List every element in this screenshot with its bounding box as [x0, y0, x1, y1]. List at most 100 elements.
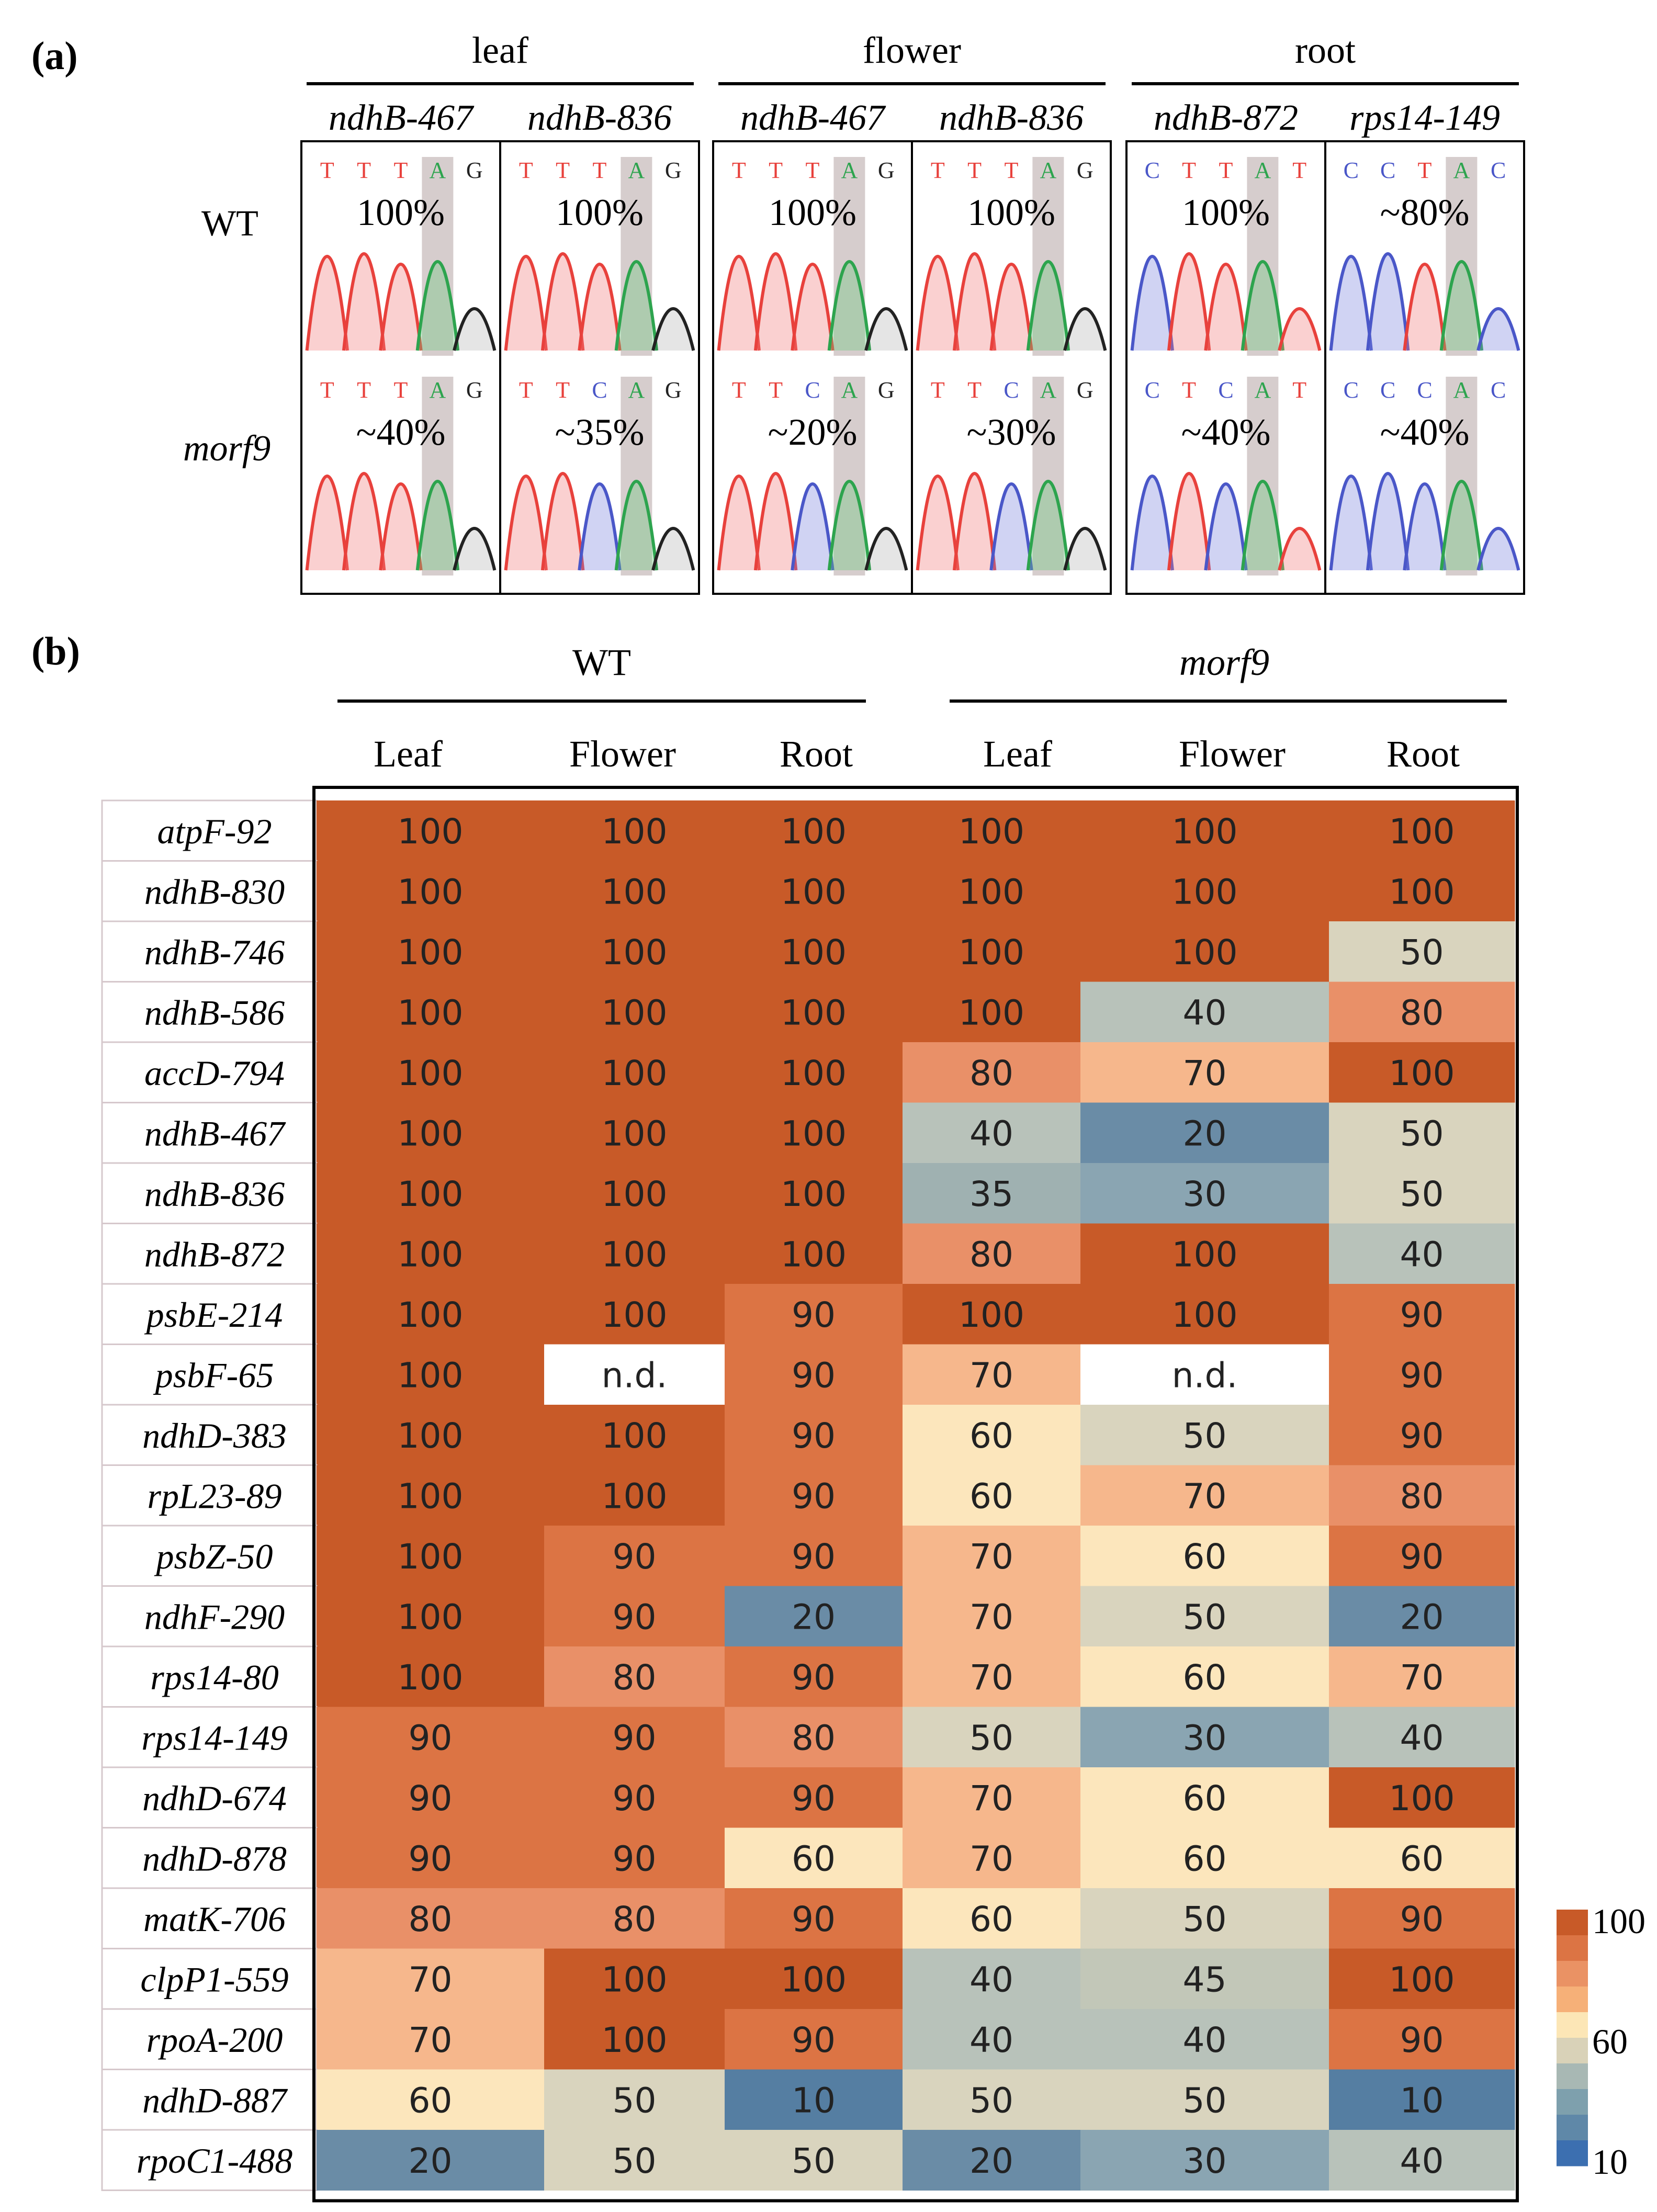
- base-letter: C: [1491, 377, 1506, 403]
- row-label: psbF-65: [153, 1355, 274, 1395]
- base-letter: C: [1145, 157, 1160, 183]
- row-label-box: [101, 860, 318, 922]
- cell-value: 60: [970, 1476, 1013, 1516]
- heatmap-cell: [903, 981, 1081, 1043]
- cell-value: 70: [970, 1778, 1013, 1819]
- heatmap-cell: [1329, 1223, 1515, 1284]
- cell-value: 50: [1400, 1174, 1444, 1214]
- cell-value: 40: [1400, 1234, 1444, 1274]
- cell-value: 100: [398, 811, 464, 852]
- heatmap-cell: [1080, 1223, 1329, 1284]
- chromatogram-peak: [1204, 482, 1248, 571]
- heatmap-cell: [317, 1042, 545, 1103]
- morf9-trace: T T T A G~40%: [305, 377, 497, 575]
- heatmap-cell: [725, 2130, 903, 2191]
- base-letter: A: [1040, 157, 1056, 183]
- cell-value: 90: [613, 1718, 657, 1758]
- edit-site-highlight: [1032, 377, 1064, 575]
- cell-value: 80: [613, 1899, 657, 1939]
- heatmap-cell: [903, 861, 1081, 922]
- tissue-label: flower: [863, 29, 961, 71]
- cell-value: 90: [1400, 2020, 1444, 2060]
- base-letter: A: [1040, 377, 1056, 403]
- cell-value: 50: [613, 2141, 657, 2181]
- legend-swatch: [1557, 2038, 1588, 2064]
- heatmap-cell: [1329, 1707, 1515, 1768]
- heatmap-cell: [317, 921, 545, 982]
- chromatogram-peak: [916, 255, 960, 351]
- row-label-box: [101, 2069, 318, 2131]
- base-letter: G: [1077, 377, 1094, 403]
- row-label-box: [101, 1464, 318, 1527]
- edit-site-highlight: [621, 157, 652, 356]
- heatmap-cell: [725, 1284, 903, 1345]
- cell-value: 50: [1183, 1416, 1227, 1456]
- legend-swatch: [1557, 2140, 1588, 2166]
- heatmap-cell: [317, 2069, 545, 2130]
- base-letter: T: [806, 157, 820, 183]
- cell-value: 10: [792, 2080, 836, 2120]
- cell-value: 30: [1183, 2141, 1227, 2181]
- cell-value: 50: [1183, 1899, 1227, 1939]
- row-label-box: [101, 1041, 318, 1103]
- heatmap-cell: [544, 1405, 725, 1465]
- chromatogram-peak: [1167, 472, 1211, 571]
- base-letter: C: [1491, 157, 1506, 183]
- chromatogram-peak: [753, 472, 798, 571]
- heatmap-cell: [903, 1526, 1081, 1586]
- edit-site-highlight: [1247, 157, 1279, 356]
- edit-percentage: ~20%: [768, 411, 858, 453]
- cell-value: 100: [1172, 872, 1238, 912]
- heatmap-cell: [1080, 1042, 1329, 1103]
- row-label-box: [101, 1344, 318, 1406]
- base-letter: C: [1344, 377, 1359, 403]
- chromatogram-peak: [1366, 252, 1410, 351]
- cell-value: 100: [602, 1476, 668, 1516]
- cell-value: 80: [970, 1053, 1013, 1093]
- chromatogram-peak: [578, 263, 622, 351]
- site-label: ndhB-836: [527, 98, 672, 138]
- base-letter: T: [931, 377, 945, 403]
- legend-swatch: [1557, 2089, 1588, 2115]
- base-letter: T: [1219, 157, 1233, 183]
- column-label: Flower: [1179, 733, 1286, 775]
- tissue-label: root: [1295, 29, 1356, 71]
- chromatogram-peak: [916, 475, 960, 571]
- heatmap-cell: [317, 2009, 545, 2070]
- cell-value: 100: [398, 1295, 464, 1335]
- row-label-wt: WT: [201, 204, 258, 244]
- heatmap-cell: [725, 1344, 903, 1405]
- cell-value: 100: [1389, 811, 1455, 852]
- chromatogram-peak: [614, 480, 659, 571]
- cell-value: 90: [613, 1838, 657, 1879]
- chromatogram-peak: [415, 260, 460, 351]
- row-label-box: [101, 1223, 318, 1285]
- heatmap-cell: [725, 1526, 903, 1586]
- edit-percentage: 100%: [357, 191, 445, 233]
- cell-value: 100: [398, 1053, 464, 1093]
- base-letter: T: [519, 157, 533, 183]
- heatmap-cell: [1080, 1827, 1329, 1889]
- heatmap-cell: [1329, 1948, 1515, 2010]
- cell-value: 100: [1172, 1295, 1238, 1335]
- cell-value: 40: [970, 1959, 1013, 2000]
- heatmap-cell: [544, 1948, 725, 2010]
- base-letter: T: [967, 377, 982, 403]
- heatmap-cell: [903, 1223, 1081, 1284]
- heatmap-cell: [1080, 1707, 1329, 1768]
- cell-value: 60: [1183, 1778, 1227, 1819]
- heatmap-cell: [1329, 1284, 1515, 1345]
- cell-value: 70: [409, 1959, 453, 2000]
- heatmap-cell: [544, 1707, 725, 1768]
- heatmap-cell: [903, 800, 1081, 861]
- cell-value: 100: [398, 1537, 464, 1577]
- cell-value: 40: [1400, 2141, 1444, 2181]
- heatmap-cell: [1080, 1465, 1329, 1526]
- chromatogram-peak: [415, 480, 460, 571]
- cell-value: 70: [970, 1597, 1013, 1637]
- heatmap-cell: [544, 1344, 725, 1405]
- column-label: Leaf: [983, 733, 1052, 775]
- base-letter: T: [1292, 157, 1306, 183]
